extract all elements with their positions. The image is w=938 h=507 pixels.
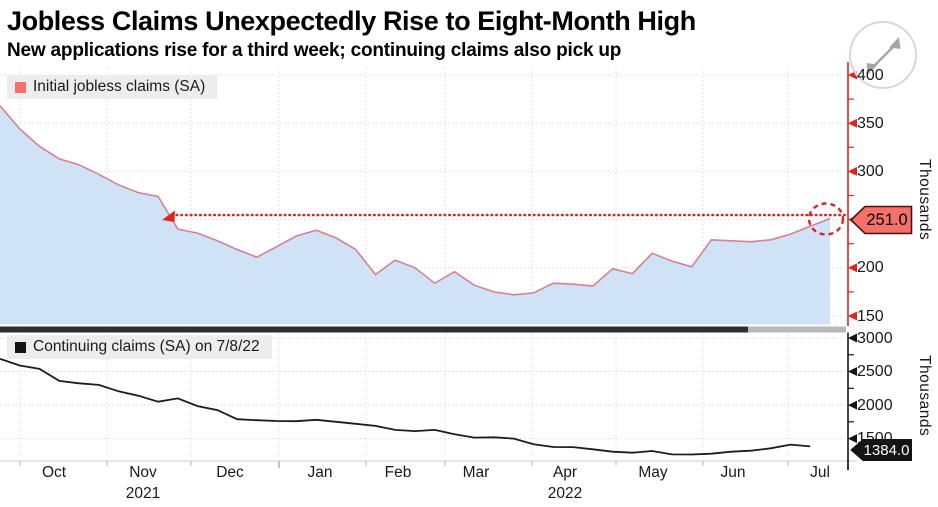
top-y-tick-200: 200: [857, 259, 884, 277]
initial-claims-swatch-icon: [15, 81, 26, 93]
initial-claims-series: [0, 105, 831, 325]
initial-claims-latest-callout: 251.0: [866, 210, 908, 229]
bottom-axis-title: Thousands: [916, 355, 933, 437]
x-tick-month-Oct: Oct: [41, 464, 67, 481]
legend-continuing-claims-label: Continuing claims (SA) on 7/8/22: [33, 338, 260, 355]
panel-divider-handle[interactable]: [0, 326, 748, 333]
top-right-axis: [847, 62, 857, 326]
x-tick-month-Jul: Jul: [810, 464, 830, 481]
bottom-right-axis: [847, 332, 857, 461]
x-tick-month-Apr: Apr: [552, 464, 578, 481]
top-y-tick-400: 400: [857, 66, 884, 84]
x-tick-month-Mar: Mar: [462, 464, 490, 481]
initial-claims-plot-area[interactable]: [0, 68, 846, 325]
bottom-y-tick-1500: 1500: [857, 430, 893, 448]
continuing-claims-callout-tag: [850, 439, 912, 461]
initial-claims-callout-tag: [849, 205, 913, 235]
x-tick-month-May: May: [638, 464, 668, 481]
top-y-tick-350: 350: [857, 114, 884, 132]
level-annotation-251: [162, 202, 849, 236]
top-y-tick-150: 150: [857, 307, 884, 325]
x-tick-month-Jun: Jun: [720, 464, 746, 481]
x-tick-month-Jan: Jan: [307, 464, 333, 481]
legend-continuing-claims: Continuing claims (SA) on 7/8/22: [7, 335, 272, 359]
x-axis: [0, 459, 856, 470]
legend-initial-claims: Initial jobless claims (SA): [7, 75, 218, 99]
diagonal-expand-arrow-icon: [866, 37, 901, 75]
top-axis-title: Thousands: [916, 159, 933, 241]
x-tick-month-Dec: Dec: [216, 464, 244, 481]
x-tick-month-Nov: Nov: [129, 464, 157, 481]
page-title: Jobless Claims Unexpectedly Rise to Eigh…: [7, 6, 696, 36]
expand-chart-button[interactable]: [849, 21, 917, 89]
legend-initial-claims-label: Initial jobless claims (SA): [33, 78, 206, 95]
continuing-claims-plot-area[interactable]: [0, 334, 846, 460]
page-subtitle: New applications rise for a third week; …: [7, 40, 622, 61]
bottom-y-tick-2000: 2000: [857, 396, 893, 414]
top-y-tick-300: 300: [857, 162, 884, 180]
x-tick-month-Feb: Feb: [384, 464, 412, 481]
panel-divider-track[interactable]: [748, 326, 846, 333]
continuing-claims-swatch-icon: [15, 341, 26, 353]
x-tick-year-2021: 2021: [125, 485, 161, 502]
bottom-y-tick-3000: 3000: [857, 329, 893, 347]
continuing-claims-latest-callout: 1384.0: [863, 441, 910, 459]
x-tick-year-2022: 2022: [547, 485, 583, 502]
bottom-y-tick-2500: 2500: [857, 363, 893, 381]
continuing-claims-series: [0, 357, 811, 456]
